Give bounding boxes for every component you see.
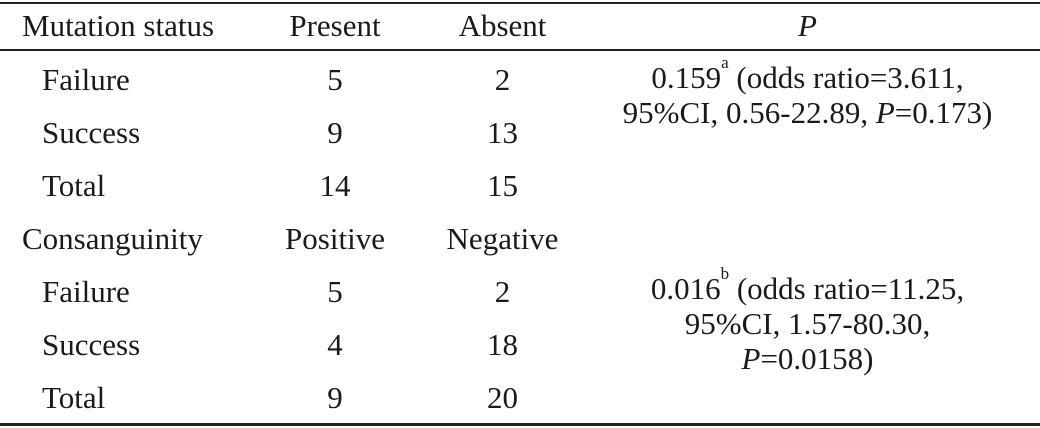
- group2-row-negative: 18: [487, 327, 518, 362]
- group1-row-absent: 13: [487, 115, 518, 150]
- group2-row-positive: 4: [327, 327, 343, 362]
- group1-row-absent: 15: [487, 168, 518, 203]
- group1-p-value-line1: 0.159a (odds ratio=3.611,: [651, 53, 964, 95]
- group2-p-value-line1: 0.016b (odds ratio=11.25,: [650, 264, 965, 306]
- group1-row-present: 9: [327, 115, 343, 150]
- group2-row-negative: 2: [494, 274, 511, 309]
- group2-row-positive: 5: [327, 274, 343, 309]
- header-negative: Negative: [446, 221, 559, 256]
- group2-p-value-line3: P=0.0158): [741, 341, 874, 376]
- group2-row-label: Failure: [42, 274, 130, 309]
- group1-row-label: Total: [42, 168, 106, 203]
- group2-row-label: Success: [42, 327, 141, 362]
- header-positive: Positive: [285, 221, 385, 256]
- group1-row-label: Failure: [42, 62, 130, 97]
- header-p: P: [798, 8, 817, 43]
- group2-row-negative: 20: [487, 380, 518, 415]
- header-consanguinity: Consanguinity: [22, 221, 203, 256]
- group1-row-present: 5: [327, 62, 343, 97]
- table-bottom-rule: [0, 423, 1040, 426]
- header-absent: Absent: [458, 8, 547, 43]
- group2-p-value-line2: 95%CI, 1.57-80.30,: [684, 306, 931, 341]
- header-rule: [0, 49, 1040, 51]
- header-present: Present: [289, 8, 381, 43]
- header-mutation-status: Mutation status: [22, 8, 215, 43]
- group1-row-absent: 2: [494, 62, 511, 97]
- group1-p-value-line2: 95%CI, 0.56-22.89, P=0.173): [622, 95, 993, 130]
- table-top-rule: [0, 2, 1040, 4]
- group1-row-label: Success: [42, 115, 141, 150]
- group2-row-label: Total: [42, 380, 106, 415]
- group2-row-positive: 9: [327, 380, 343, 415]
- group1-row-present: 14: [319, 168, 351, 203]
